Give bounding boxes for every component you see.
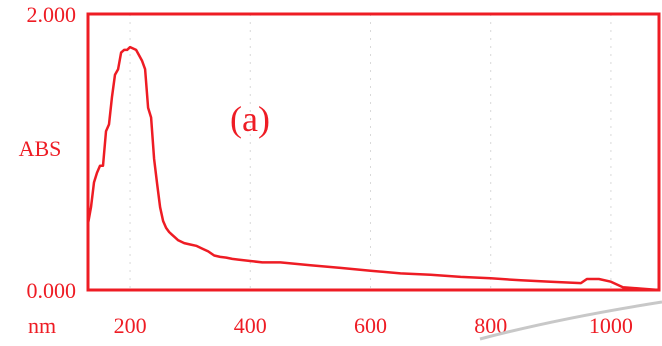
x-ticks: 200 400 600 800 1000 [114, 313, 633, 338]
x-tick-label: 400 [234, 313, 267, 338]
panel-label: (a) [230, 99, 270, 139]
x-tick-label: 600 [354, 313, 387, 338]
y-ticks: 2.000 0.000 [27, 2, 77, 303]
y-tick-label: 0.000 [27, 278, 77, 303]
series-line-0 [86, 45, 660, 292]
y-tick-label: 2.000 [27, 2, 77, 27]
x-axis-label: nm [28, 313, 56, 338]
x-tick-label: 200 [114, 313, 147, 338]
x-tick-label: 1000 [589, 313, 633, 338]
plot-area [86, 45, 660, 292]
scan-artifact [479, 300, 662, 341]
y-axis-label: ABS [19, 136, 62, 161]
plot-frame [86, 12, 661, 292]
grid [129, 14, 612, 290]
